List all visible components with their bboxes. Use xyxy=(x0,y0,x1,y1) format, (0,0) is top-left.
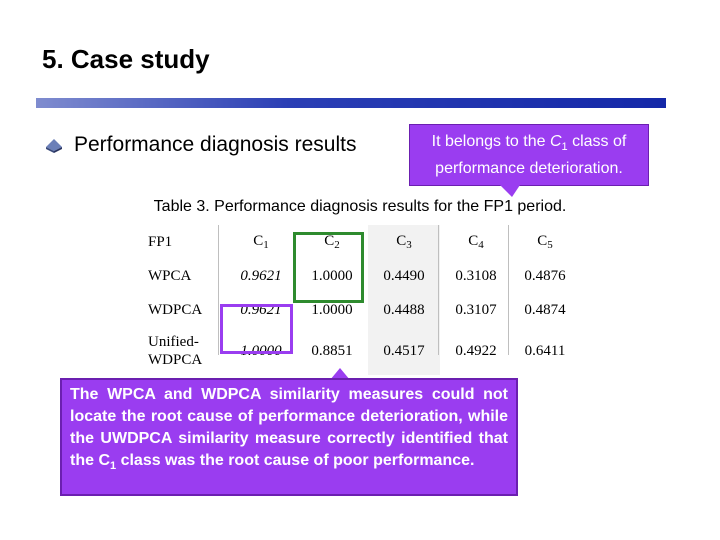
callout-bottom-text-2: class was the root cause of poor perform… xyxy=(116,452,475,469)
table-row: WDPCA 0.9621 1.0000 0.4488 0.3107 0.4874 xyxy=(140,293,578,327)
table-cell: 0.4874 xyxy=(524,301,566,318)
table-cell: 0.9621 xyxy=(240,267,282,284)
table-divider xyxy=(438,225,439,355)
callout-top-pre: It belongs to the xyxy=(431,133,550,150)
table-cell: 0.4488 xyxy=(368,293,440,327)
callout-bottom-text-1: The WPCA and WDPCA similarity measures c… xyxy=(70,386,508,469)
table-cell: 0.3108 xyxy=(455,267,497,284)
row-label: WDPCA xyxy=(148,301,203,318)
table-cell: 0.3107 xyxy=(455,301,497,318)
bullet-text: Performance diagnosis results xyxy=(74,133,357,156)
row-label: WPCA xyxy=(148,267,192,284)
table-cell: 0.4490 xyxy=(368,259,440,293)
header-c4: C4 xyxy=(468,233,484,251)
callout-bottom-sub: 1 xyxy=(110,460,117,473)
header-c1: C1 xyxy=(253,233,269,251)
callout-top-class-sub: 1 xyxy=(561,141,568,154)
row-label: Unified- WDPCA xyxy=(148,334,203,368)
table-cell: 0.4517 xyxy=(368,327,440,375)
callout-bottom-tail xyxy=(330,368,350,380)
table-cell: 1.0000 xyxy=(311,267,353,284)
callout-top: It belongs to the C1 class of performanc… xyxy=(409,124,649,186)
callout-top-class: C xyxy=(549,133,562,150)
table-cell: 0.8851 xyxy=(311,342,353,359)
bullet-item: Performance diagnosis results xyxy=(44,133,356,157)
bullet-diamond-icon xyxy=(44,137,64,153)
table-caption: Table 3. Performance diagnosis results f… xyxy=(153,198,567,215)
header-c5: C5 xyxy=(537,233,553,251)
table-cell: 1.0000 xyxy=(240,342,282,359)
table-row: Unified- WDPCA 1.0000 0.8851 0.4517 0.492… xyxy=(140,327,578,375)
table-header-row: FP1 C1 C2 C3 C4 C5 xyxy=(140,225,578,259)
callout-bottom: The WPCA and WDPCA similarity measures c… xyxy=(60,378,518,496)
table-cell: 0.4922 xyxy=(455,342,497,359)
table-cell: 0.4876 xyxy=(524,267,566,284)
slide-title: 5. Case study xyxy=(42,44,210,74)
table-divider xyxy=(218,225,219,355)
table-row: WPCA 0.9621 1.0000 0.4490 0.3108 0.4876 xyxy=(140,259,578,293)
header-label: FP1 xyxy=(148,233,173,250)
callout-top-tail xyxy=(500,185,520,197)
table-divider xyxy=(508,225,509,355)
highlight-box-green xyxy=(293,232,364,303)
title-underline-bar xyxy=(36,98,666,108)
callout-top-line2: performance deterioration. xyxy=(435,160,623,178)
table-cell: 1.0000 xyxy=(311,301,353,318)
table-cell: 0.6411 xyxy=(524,342,566,359)
header-c2: C2 xyxy=(324,233,340,251)
callout-top-post: class of xyxy=(567,133,627,150)
results-table: FP1 C1 C2 C3 C4 C5 WPCA 0.9621 1.0000 0.… xyxy=(140,225,578,375)
header-c3: C3 xyxy=(368,225,440,259)
highlight-box-purple xyxy=(220,304,293,354)
